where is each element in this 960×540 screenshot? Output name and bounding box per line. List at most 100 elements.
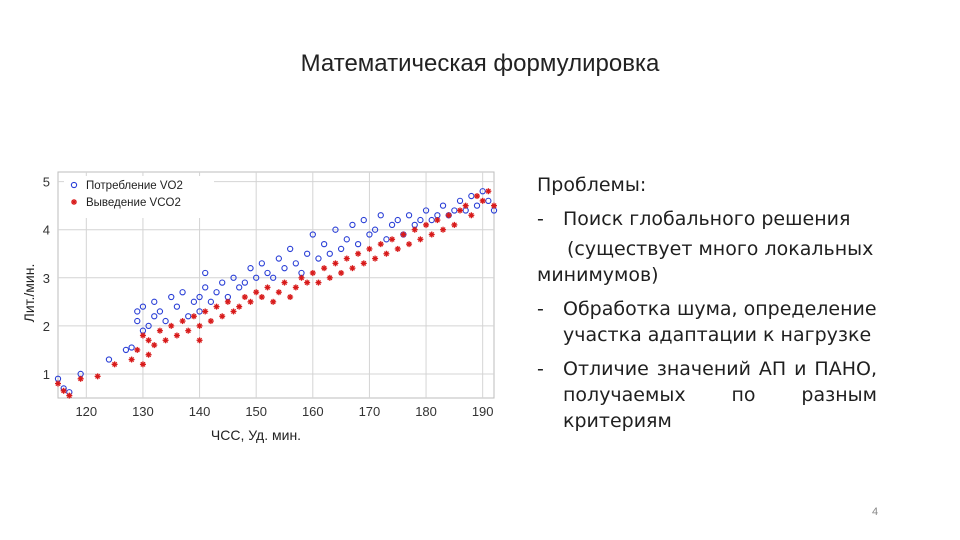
legend-box — [64, 176, 214, 218]
vco2-point — [196, 322, 203, 329]
vco2-point — [423, 221, 430, 228]
vo2-point — [168, 293, 175, 301]
vco2-point — [139, 361, 146, 368]
vo2-point — [456, 197, 464, 205]
vco2-point — [349, 265, 356, 272]
vco2-point — [71, 199, 77, 205]
vco2-point — [457, 207, 464, 214]
vco2-point — [281, 279, 288, 286]
vo2-point — [145, 322, 152, 330]
sub-note-line-2: минимумов) — [537, 264, 659, 286]
vo2-point — [320, 240, 328, 248]
vo2-point — [417, 216, 424, 224]
vo2-point — [275, 255, 282, 262]
vco2-point — [445, 212, 452, 219]
vco2-point — [474, 193, 481, 200]
vco2-point — [270, 298, 277, 305]
vco2-point — [202, 308, 209, 315]
sub-note-line-1: (существует много локальных — [567, 238, 874, 260]
vco2-point — [485, 188, 492, 195]
bullet-item: - Поиск глобального решения — [537, 206, 877, 232]
scatter-chart: 120 130 140 150 160 170 180 190 1 2 3 4 5 ЧСС, Уд. ми… — [14, 160, 510, 460]
vo2-point — [264, 269, 271, 277]
legend-entry: Выведение VCO2 — [86, 197, 181, 209]
vco2-point — [77, 375, 84, 382]
vco2-point — [383, 250, 390, 257]
legend-vo2-marker — [70, 181, 78, 189]
vo2-point — [151, 298, 158, 305]
slide-title: Математическая формулировка — [300, 50, 660, 77]
bullet-dash: - — [537, 208, 544, 230]
x-tick-label: 130 — [132, 404, 154, 419]
vco2-point — [60, 387, 67, 394]
vco2-point — [207, 318, 214, 325]
vo2-point — [422, 207, 430, 214]
bullet-text: Поиск глобального решения — [563, 208, 851, 230]
vco2-point — [400, 231, 407, 238]
vo2-point — [315, 255, 322, 262]
vco2-point — [94, 373, 101, 380]
y-tick-label: 3 — [43, 271, 50, 286]
vco2-point — [185, 327, 192, 334]
vco2-point — [287, 294, 294, 301]
y-tick-label: 4 — [43, 223, 50, 238]
vco2-point — [491, 202, 497, 209]
vo2-point — [377, 212, 384, 219]
vco2-point — [440, 226, 447, 233]
vco2-point — [264, 284, 271, 291]
bullet-sub-note: (существует много локальных минимумов) — [537, 236, 877, 288]
vo2-point — [122, 346, 130, 354]
vco2-point — [134, 346, 141, 353]
vo2-point — [292, 260, 299, 267]
vo2-point — [287, 245, 294, 253]
vo2-point — [128, 344, 135, 351]
y-tick-label: 2 — [43, 319, 50, 334]
bullet-item: - Обработка шума, определение участка ад… — [537, 296, 877, 348]
vco2-point — [162, 337, 169, 344]
x-tick-label: 160 — [302, 404, 324, 419]
vco2-point — [241, 294, 248, 301]
vo2-point — [326, 250, 333, 257]
vo2-point — [349, 221, 356, 229]
vo2-point — [151, 313, 158, 320]
bullet-dash: - — [537, 298, 544, 320]
vo2-point — [213, 289, 220, 296]
bullet-item: - Отличие значений АП и ПАНО, получаемых… — [537, 356, 877, 434]
vo2-point — [360, 216, 367, 224]
vo2-point — [479, 188, 486, 195]
vco2-point — [139, 332, 146, 339]
vo2-point — [332, 226, 339, 233]
vo2-point — [185, 313, 192, 320]
vo2-point — [439, 202, 447, 209]
vco2-point — [434, 217, 441, 224]
vo2-point — [337, 245, 345, 253]
vco2-point — [451, 221, 458, 228]
vo2-point — [134, 317, 141, 325]
vco2-point — [145, 351, 152, 358]
vo2-point — [196, 293, 203, 301]
vo2-point — [134, 308, 141, 315]
vo2-point — [236, 284, 243, 291]
vo2-point — [468, 192, 475, 200]
vo2-point — [202, 284, 209, 291]
vo2-point — [473, 202, 481, 209]
vco2-point — [258, 294, 265, 301]
vco2-point — [66, 392, 73, 399]
y-axis-label: Лит./мин. — [21, 264, 37, 323]
scatter-chart-svg: 120 130 140 150 160 170 180 190 1 2 3 4 5 ЧСС, Уд. ми… — [21, 171, 498, 443]
vco2-point — [151, 342, 158, 349]
vo2-point — [196, 308, 203, 315]
vo2-point — [270, 274, 277, 281]
vco2-point — [462, 202, 469, 209]
vo2-point — [309, 231, 316, 238]
vco2-point — [468, 212, 475, 219]
vo2-point — [219, 279, 226, 286]
vco2-point — [179, 318, 186, 325]
vo2-point — [247, 265, 254, 272]
bullet-text: Обработка шума, определение участка адап… — [563, 298, 877, 346]
vco2-point — [394, 245, 401, 252]
vco2-point — [298, 274, 305, 281]
vo2-point — [343, 236, 350, 243]
vo2-point — [230, 274, 237, 281]
vo2-point — [371, 226, 379, 233]
